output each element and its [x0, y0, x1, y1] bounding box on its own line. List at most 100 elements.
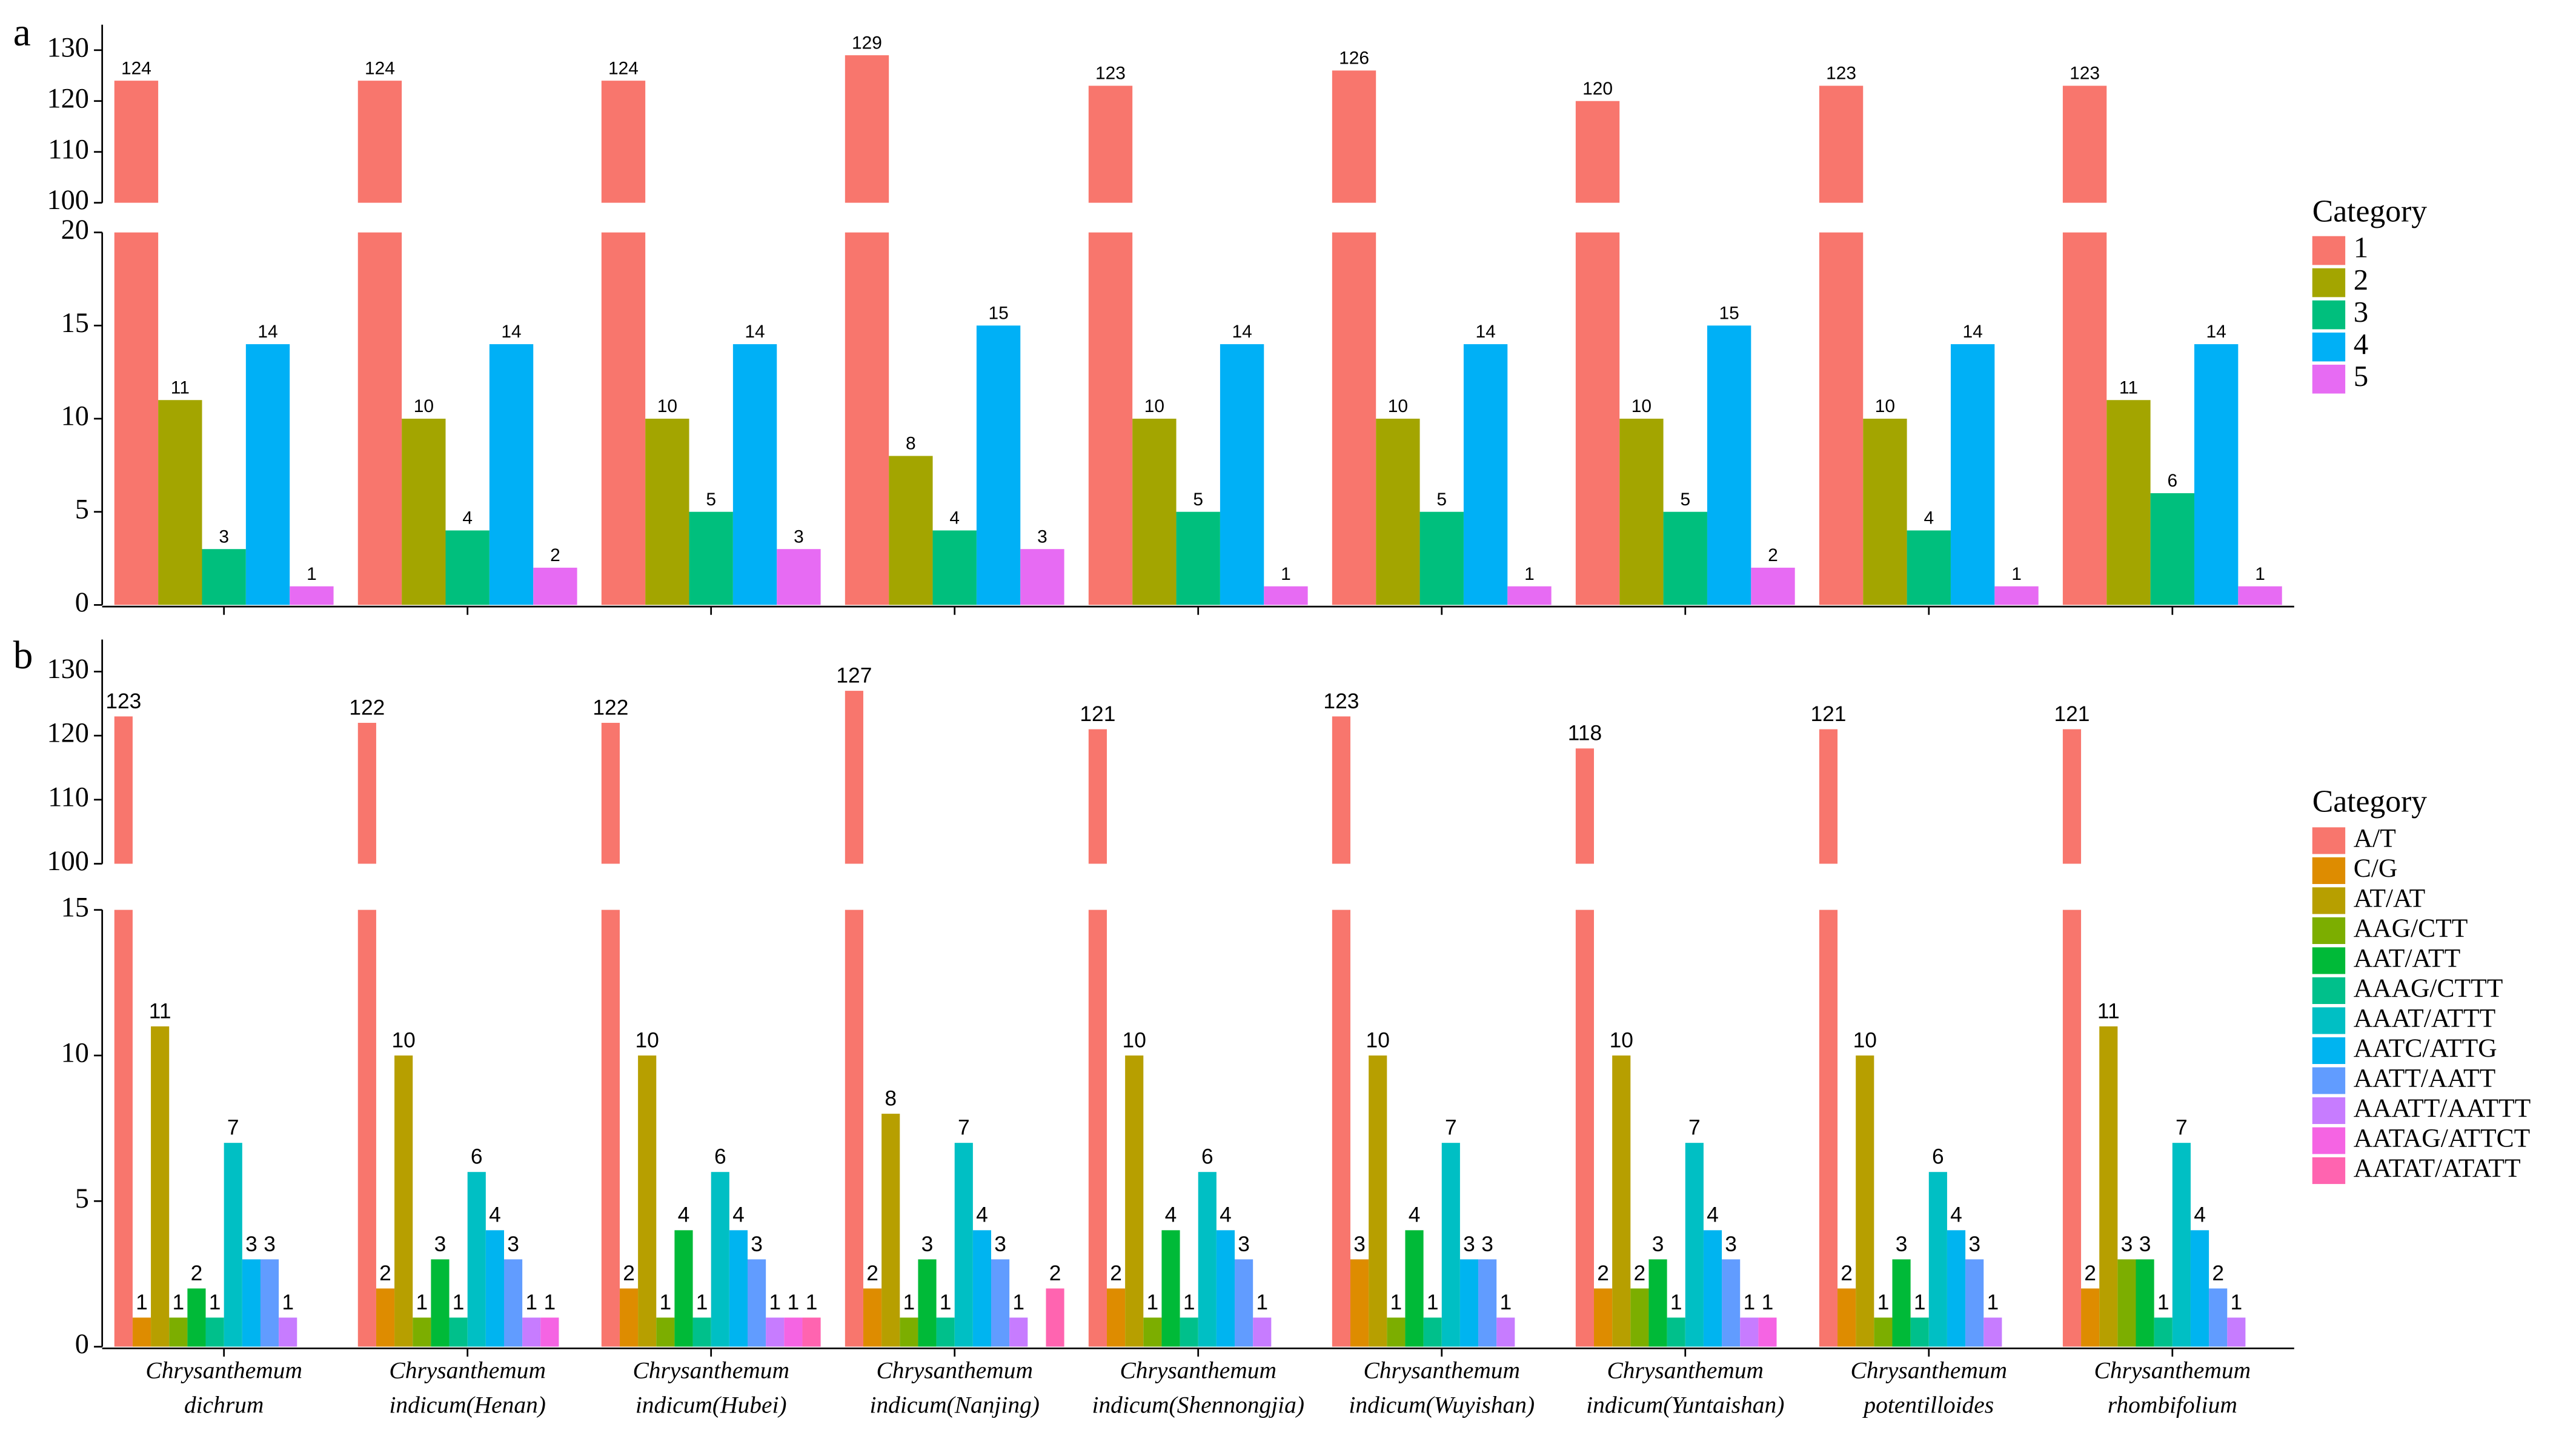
bar — [601, 81, 646, 203]
bar — [1619, 660, 1663, 711]
bar — [2150, 493, 2194, 605]
value-label: 2 — [550, 545, 560, 565]
value-label: 7 — [1688, 1116, 1701, 1140]
bar — [976, 325, 1021, 605]
x-label-line: indicum(Hubei) — [636, 1391, 787, 1418]
value-label: 11 — [171, 377, 190, 397]
legend-label: AATAT/ATATT — [2354, 1154, 2521, 1183]
bar — [1994, 586, 2039, 605]
y-tick-label: 130 — [47, 654, 89, 685]
value-label: 1 — [2157, 1291, 2169, 1314]
value-label: 4 — [976, 1203, 988, 1227]
bar — [132, 1317, 151, 1347]
bar — [777, 549, 821, 605]
bar — [933, 691, 977, 711]
x-label-line: Chrysanthemum — [632, 1357, 789, 1383]
value-label: 5 — [1193, 490, 1203, 510]
bar — [1332, 70, 1376, 203]
bar — [1751, 701, 1794, 711]
bar — [1420, 686, 1464, 711]
value-label: 1 — [209, 1291, 221, 1314]
bar — [1685, 1143, 1704, 1347]
bar — [601, 232, 646, 605]
x-label-line: Chrysanthemum — [1851, 1357, 2008, 1383]
x-label-line: indicum(Nanjing) — [870, 1391, 1040, 1418]
bar — [1965, 1259, 1984, 1347]
bar — [1464, 640, 1507, 712]
value-label: 5 — [1436, 490, 1447, 510]
value-label: 3 — [1652, 1232, 1664, 1256]
bar — [689, 511, 733, 605]
bar — [1707, 635, 1751, 711]
x-label-line: rhombifolium — [2108, 1391, 2237, 1418]
bar — [1332, 716, 1350, 864]
bar — [1575, 232, 1620, 605]
bar — [1819, 232, 1864, 605]
bar — [169, 1317, 188, 1347]
bar — [357, 232, 402, 605]
value-label: 127 — [836, 663, 872, 687]
bar — [1264, 586, 1308, 605]
value-label: 10 — [1366, 1028, 1390, 1052]
bar — [1478, 1259, 1497, 1347]
bar — [645, 418, 689, 605]
bar — [972, 1230, 992, 1347]
value-label: 1 — [307, 564, 317, 584]
value-label: 1 — [1670, 1291, 1682, 1314]
bar — [766, 1317, 785, 1347]
value-label: 14 — [1963, 322, 1983, 342]
bar — [1863, 418, 1907, 605]
bar — [202, 696, 245, 711]
value-label: 10 — [1853, 1028, 1877, 1052]
legend-label: C/G — [2354, 854, 2398, 883]
value-label: 11 — [149, 999, 171, 1023]
legend-label: AAAG/CTTT — [2354, 974, 2503, 1003]
bar — [845, 909, 863, 1347]
value-label: 1 — [1743, 1291, 1755, 1314]
value-label: 1 — [525, 1291, 537, 1314]
bar — [290, 586, 334, 605]
bar — [1947, 1230, 1966, 1347]
bar — [889, 671, 932, 711]
value-label: 126 — [1339, 48, 1369, 68]
y-tick-label: 110 — [48, 134, 89, 165]
bar — [845, 232, 889, 605]
value-label: 14 — [501, 322, 521, 342]
bar — [1088, 85, 1133, 203]
legend-key — [2312, 236, 2346, 265]
legend-key — [2312, 364, 2346, 394]
bar — [1088, 729, 1107, 864]
x-label-line: indicum(Shennongjia) — [1092, 1391, 1304, 1418]
bar — [1198, 1172, 1217, 1347]
bar — [1619, 418, 1664, 605]
legend-label: A/T — [2354, 823, 2396, 853]
value-label: 3 — [219, 527, 229, 547]
x-tick-label: Chrysanthemum indicum(Henan) — [389, 1357, 546, 1418]
value-label: 1 — [806, 1291, 818, 1314]
x-label-line: Chrysanthemum — [1607, 1357, 1764, 1383]
bar — [1419, 511, 1464, 605]
value-label: 5 — [706, 490, 716, 510]
value-label: 3 — [1725, 1232, 1737, 1256]
bar — [1177, 686, 1220, 711]
bar — [1507, 707, 1551, 711]
bar — [224, 1143, 242, 1347]
value-label: 2 — [1634, 1262, 1646, 1285]
value-label: 1 — [1987, 1291, 1999, 1314]
x-tick-label: Chrysanthemum indicum(Wuyishan) — [1349, 1357, 1535, 1418]
bar — [446, 691, 490, 711]
value-label: 14 — [1232, 322, 1252, 342]
bar — [2190, 1230, 2209, 1347]
legend-label: AATT/AATT — [2354, 1063, 2495, 1092]
value-label: 124 — [608, 58, 639, 78]
bar — [1253, 1317, 1272, 1347]
value-label: 2 — [1841, 1262, 1853, 1285]
value-label: 4 — [1409, 1203, 1421, 1227]
bar — [1874, 1317, 1893, 1347]
bar — [1664, 686, 1707, 711]
value-label: 1 — [2230, 1291, 2242, 1314]
bar — [1106, 1288, 1126, 1347]
legend-label: AT/AT — [2354, 883, 2425, 913]
value-label: 7 — [2176, 1116, 2188, 1140]
value-label: 2 — [2084, 1262, 2096, 1285]
